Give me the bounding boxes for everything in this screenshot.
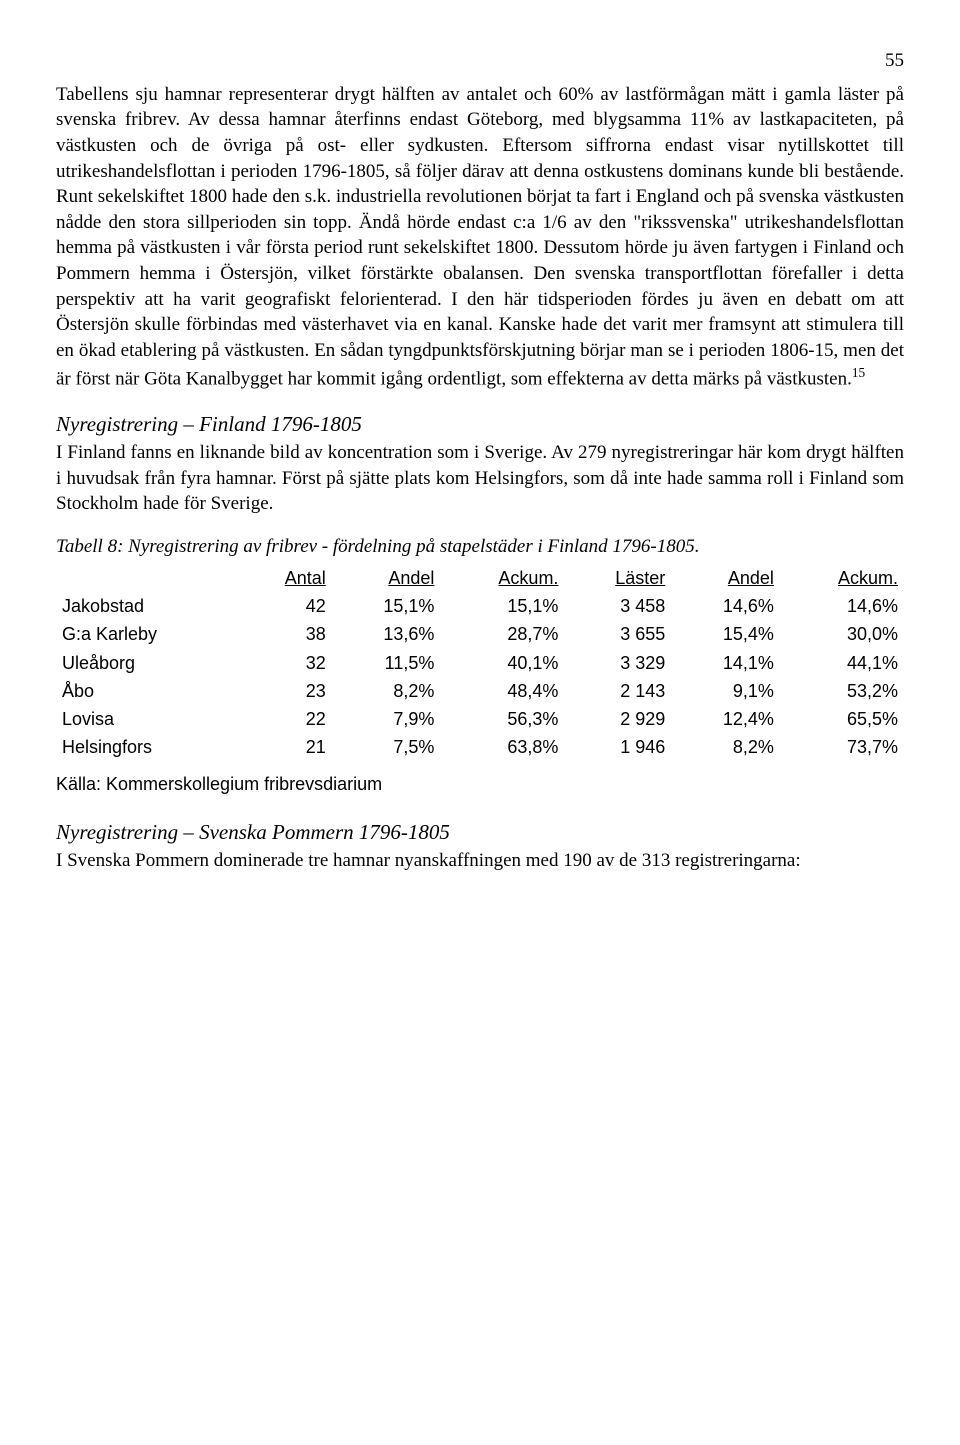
cell: 30,0% xyxy=(780,620,904,648)
cell: 3 458 xyxy=(564,592,671,620)
cell: 15,1% xyxy=(332,592,441,620)
cell-label: G:a Karleby xyxy=(56,620,240,648)
heading-finland: Nyregistrering – Finland 1796-1805 xyxy=(56,410,904,438)
table-row: G:a Karleby 38 13,6% 28,7% 3 655 15,4% 3… xyxy=(56,620,904,648)
paragraph-3: I Svenska Pommern dominerade tre hamnar … xyxy=(56,848,904,874)
cell: 7,9% xyxy=(332,705,441,733)
heading-pommern: Nyregistrering – Svenska Pommern 1796-18… xyxy=(56,818,904,846)
cell-label: Uleåborg xyxy=(56,649,240,677)
cell-label: Helsingfors xyxy=(56,733,240,761)
table-8-caption: Tabell 8: Nyregistrering av fribrev - fö… xyxy=(56,535,904,560)
col-antal: Antal xyxy=(240,564,331,592)
cell: 23 xyxy=(240,677,331,705)
paragraph-1: Tabellens sju hamnar representerar drygt… xyxy=(56,82,904,392)
table-body: Jakobstad 42 15,1% 15,1% 3 458 14,6% 14,… xyxy=(56,592,904,762)
col-andel-1: Andel xyxy=(332,564,441,592)
cell: 22 xyxy=(240,705,331,733)
cell: 21 xyxy=(240,733,331,761)
cell: 44,1% xyxy=(780,649,904,677)
cell: 65,5% xyxy=(780,705,904,733)
cell: 73,7% xyxy=(780,733,904,761)
cell: 14,1% xyxy=(671,649,780,677)
table-row: Uleåborg 32 11,5% 40,1% 3 329 14,1% 44,1… xyxy=(56,649,904,677)
cell: 9,1% xyxy=(671,677,780,705)
cell: 12,4% xyxy=(671,705,780,733)
cell: 3 655 xyxy=(564,620,671,648)
cell: 13,6% xyxy=(332,620,441,648)
col-laster: Läster xyxy=(564,564,671,592)
cell: 53,2% xyxy=(780,677,904,705)
paragraph-1-text: Tabellens sju hamnar representerar drygt… xyxy=(56,84,904,389)
table-row: Åbo 23 8,2% 48,4% 2 143 9,1% 53,2% xyxy=(56,677,904,705)
col-ackum-2: Ackum. xyxy=(780,564,904,592)
cell: 40,1% xyxy=(440,649,564,677)
cell: 14,6% xyxy=(671,592,780,620)
cell: 38 xyxy=(240,620,331,648)
cell: 3 329 xyxy=(564,649,671,677)
cell: 32 xyxy=(240,649,331,677)
cell: 7,5% xyxy=(332,733,441,761)
footnote-ref-15: 15 xyxy=(852,365,865,380)
cell: 2 143 xyxy=(564,677,671,705)
cell: 15,4% xyxy=(671,620,780,648)
cell: 11,5% xyxy=(332,649,441,677)
col-ackum-1: Ackum. xyxy=(440,564,564,592)
cell-label: Jakobstad xyxy=(56,592,240,620)
cell-label: Åbo xyxy=(56,677,240,705)
table-row: Lovisa 22 7,9% 56,3% 2 929 12,4% 65,5% xyxy=(56,705,904,733)
col-blank xyxy=(56,564,240,592)
cell: 48,4% xyxy=(440,677,564,705)
cell-label: Lovisa xyxy=(56,705,240,733)
table-8: Antal Andel Ackum. Läster Andel Ackum. J… xyxy=(56,564,904,762)
cell: 42 xyxy=(240,592,331,620)
cell: 8,2% xyxy=(671,733,780,761)
table-row: Jakobstad 42 15,1% 15,1% 3 458 14,6% 14,… xyxy=(56,592,904,620)
page-number: 55 xyxy=(56,48,904,74)
table-row: Helsingfors 21 7,5% 63,8% 1 946 8,2% 73,… xyxy=(56,733,904,761)
cell: 8,2% xyxy=(332,677,441,705)
cell: 56,3% xyxy=(440,705,564,733)
cell: 1 946 xyxy=(564,733,671,761)
cell: 2 929 xyxy=(564,705,671,733)
cell: 63,8% xyxy=(440,733,564,761)
cell: 14,6% xyxy=(780,592,904,620)
paragraph-2: I Finland fanns en liknande bild av konc… xyxy=(56,440,904,517)
cell: 28,7% xyxy=(440,620,564,648)
col-andel-2: Andel xyxy=(671,564,780,592)
table-header-row: Antal Andel Ackum. Läster Andel Ackum. xyxy=(56,564,904,592)
cell: 15,1% xyxy=(440,592,564,620)
table-source-note: Källa: Kommerskollegium fribrevsdiarium xyxy=(56,772,904,796)
